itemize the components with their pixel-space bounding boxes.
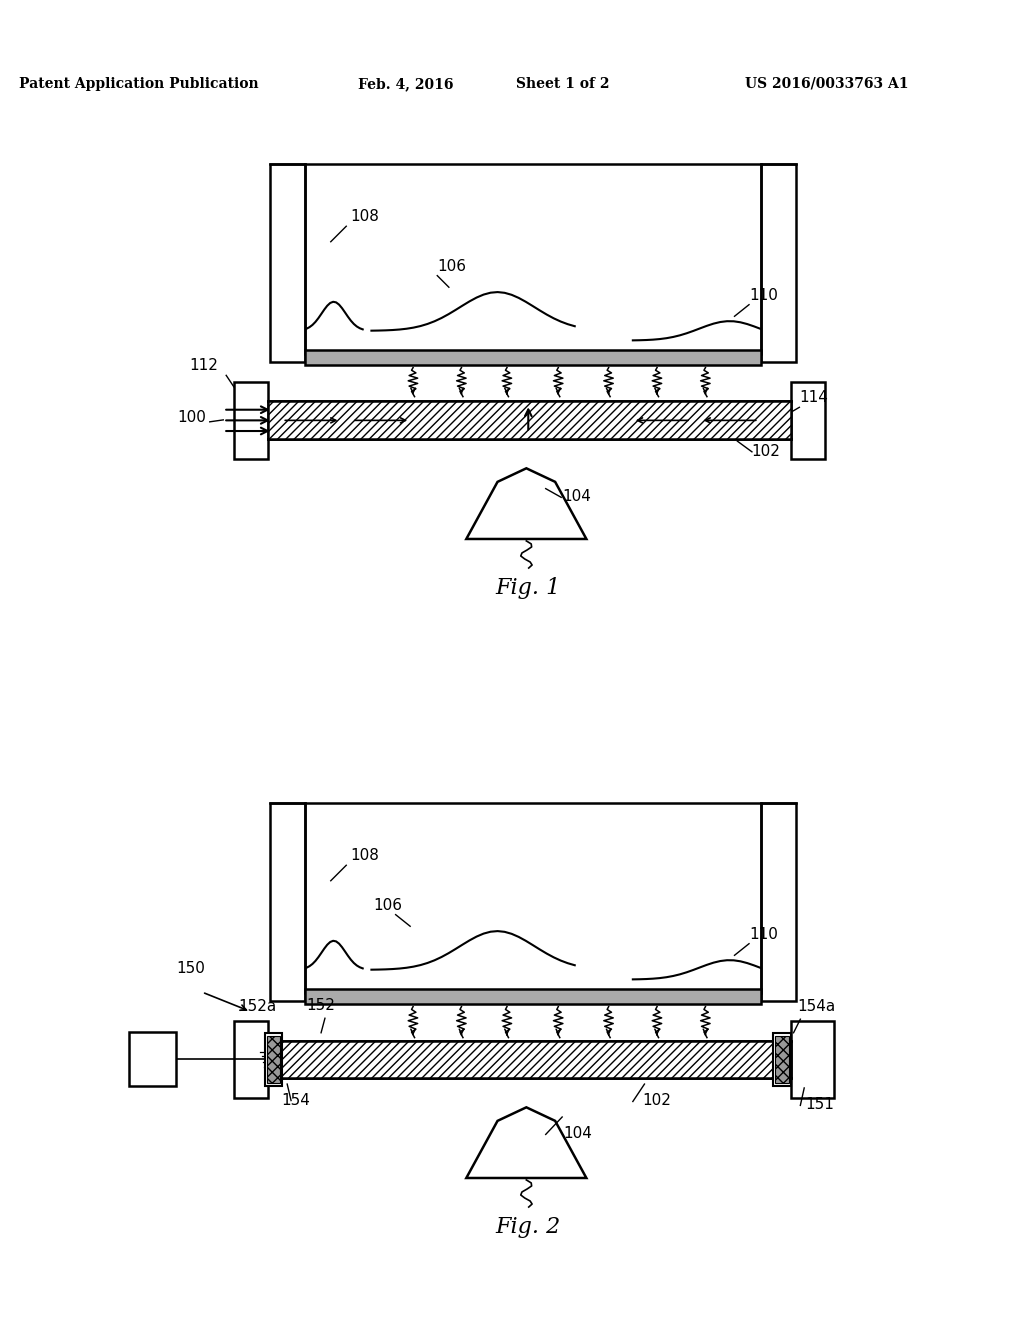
Polygon shape <box>791 381 824 458</box>
Text: 112: 112 <box>189 358 218 372</box>
Text: 110: 110 <box>749 927 778 942</box>
Text: Fig. 2: Fig. 2 <box>496 1216 561 1238</box>
Text: 106: 106 <box>437 259 466 273</box>
Polygon shape <box>304 989 761 1003</box>
Text: Feb. 4, 2016: Feb. 4, 2016 <box>357 77 453 91</box>
Text: 106: 106 <box>374 898 402 913</box>
Polygon shape <box>773 1032 791 1086</box>
Polygon shape <box>233 1022 268 1098</box>
Text: 102: 102 <box>751 444 780 459</box>
Polygon shape <box>129 1032 176 1086</box>
Polygon shape <box>269 804 304 1001</box>
Text: 110: 110 <box>749 288 778 302</box>
Polygon shape <box>233 381 268 458</box>
Polygon shape <box>304 350 761 364</box>
Polygon shape <box>775 1036 788 1084</box>
Text: 152a: 152a <box>239 999 278 1015</box>
Text: Patent Application Publication: Patent Application Publication <box>19 77 259 91</box>
Text: 114: 114 <box>800 391 828 405</box>
Text: 154: 154 <box>282 1093 310 1109</box>
Text: US 2016/0033763 A1: US 2016/0033763 A1 <box>744 77 908 91</box>
Text: 108: 108 <box>350 849 379 863</box>
Text: 154a: 154a <box>798 999 836 1015</box>
Polygon shape <box>466 1107 587 1177</box>
Text: 152: 152 <box>306 998 336 1012</box>
Polygon shape <box>761 164 796 362</box>
Polygon shape <box>269 164 304 362</box>
Text: Sheet 1 of 2: Sheet 1 of 2 <box>516 77 610 91</box>
Polygon shape <box>761 804 796 1001</box>
Text: 150: 150 <box>176 961 205 975</box>
Text: 104: 104 <box>562 490 591 504</box>
Text: 104: 104 <box>563 1126 592 1142</box>
Text: 102: 102 <box>642 1093 672 1109</box>
Text: Fig. 1: Fig. 1 <box>496 577 561 599</box>
Polygon shape <box>268 401 791 440</box>
Polygon shape <box>791 1022 835 1098</box>
Text: 151: 151 <box>805 1097 835 1113</box>
Polygon shape <box>267 1036 281 1084</box>
Polygon shape <box>268 1040 791 1078</box>
Text: 108: 108 <box>350 210 379 224</box>
Polygon shape <box>265 1032 283 1086</box>
Text: 100: 100 <box>178 409 207 425</box>
Polygon shape <box>466 469 587 539</box>
